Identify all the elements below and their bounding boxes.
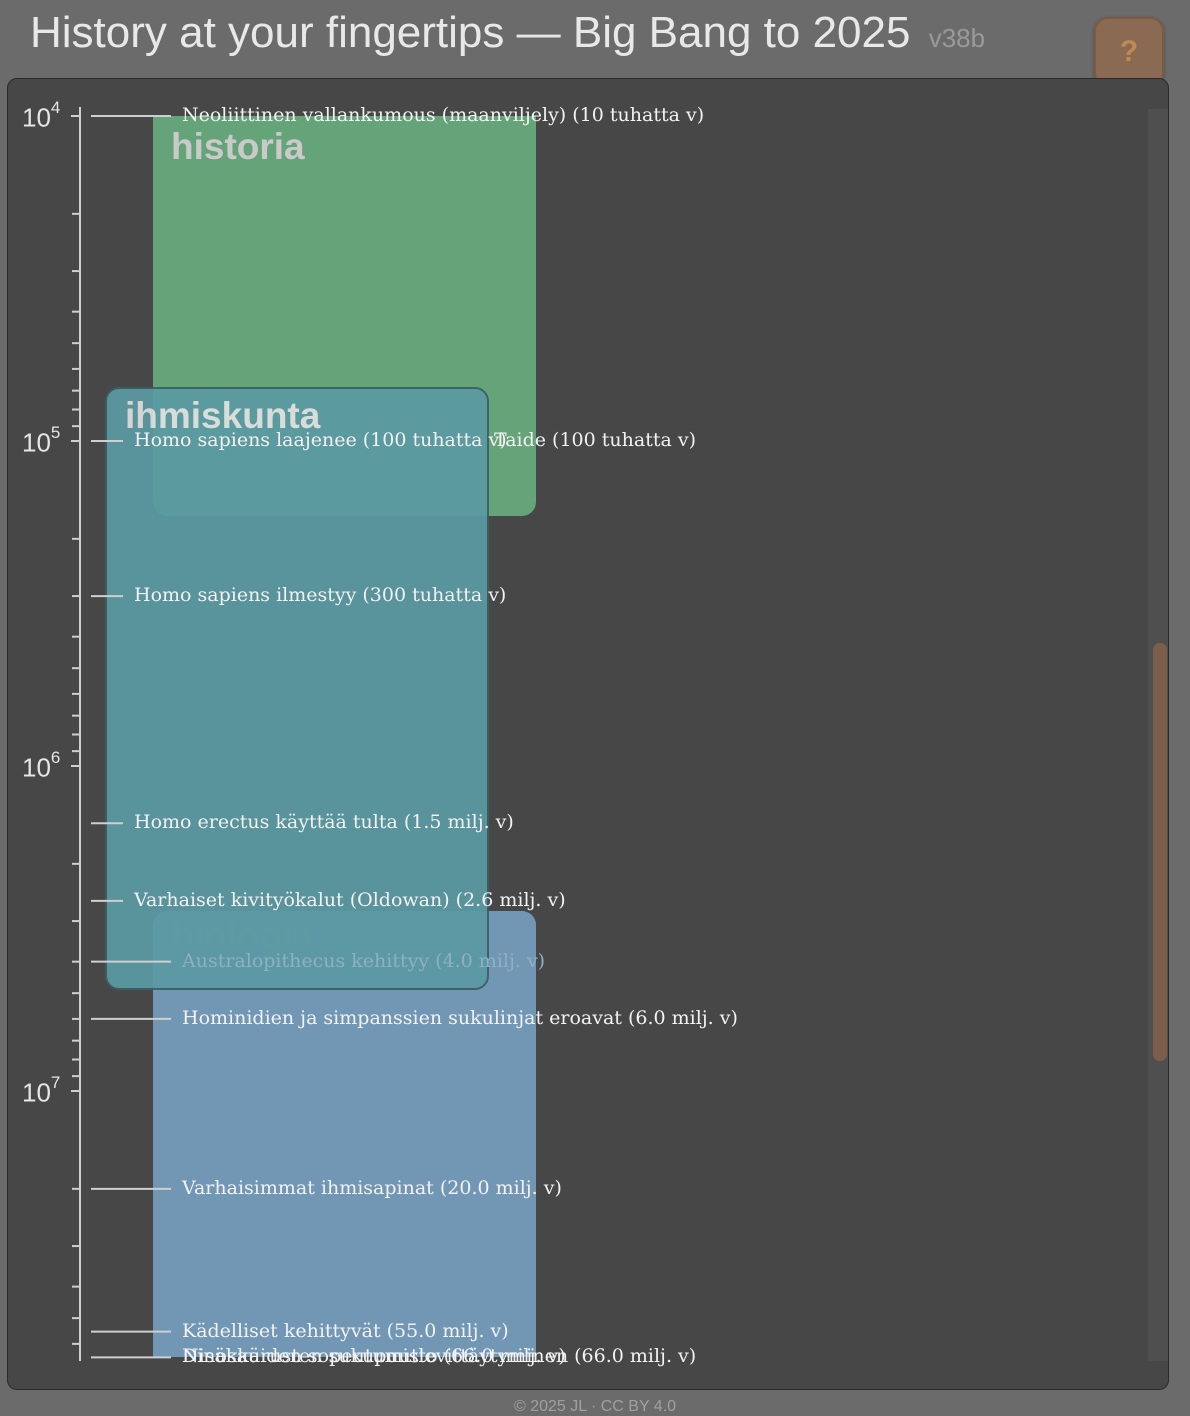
event-label[interactable]: Homo sapiens laajenee (100 tuhatta v) bbox=[134, 429, 507, 451]
tick-base: 10 bbox=[22, 1077, 51, 1108]
tick-exponent: 7 bbox=[50, 1073, 61, 1092]
axis-tick-label: 105 bbox=[22, 423, 60, 459]
tick-exponent: 6 bbox=[50, 748, 61, 767]
event-label[interactable]: Taide (100 tuhatta v) bbox=[494, 429, 696, 451]
event-label[interactable]: Hominidien ja simpanssien sukulinjat ero… bbox=[182, 1006, 738, 1029]
event-label[interactable]: Varhaisimmat ihmisapinat (20.0 milj. v) bbox=[182, 1176, 562, 1199]
tick-exponent: 5 bbox=[50, 423, 61, 442]
event-label[interactable]: Australopithecus kehittyy (4.0 milj. v) bbox=[182, 949, 546, 972]
title-text: History at your fingertips — Big Bang to… bbox=[30, 8, 911, 57]
timeline-panel[interactable]: biologiahistoriaihmiskunta 104105106107N… bbox=[7, 78, 1169, 1390]
tick-base: 10 bbox=[22, 102, 51, 133]
event-label[interactable]: Kädelliset kehittyvät (55.0 milj. v) bbox=[182, 1319, 509, 1342]
help-button[interactable]: ? bbox=[1094, 17, 1164, 87]
timeline-axis bbox=[71, 107, 171, 1361]
event-label[interactable]: Dinosaurusten sukupuutto (66.0 milj. v) bbox=[182, 1345, 566, 1368]
event-label[interactable]: Homo erectus käyttää tulta (1.5 milj. v) bbox=[134, 811, 514, 834]
event-label[interactable]: Varhaiset kivityökalut (Oldowan) (2.6 mi… bbox=[134, 888, 566, 911]
band-label-ihmiskunta: ihmiskunta bbox=[125, 395, 321, 436]
help-icon: ? bbox=[1119, 35, 1139, 68]
axis-tick-label: 104 bbox=[22, 98, 60, 134]
page-title: History at your fingertips — Big Bang to… bbox=[30, 8, 985, 58]
tick-exponent: 4 bbox=[50, 98, 61, 117]
band-ihmiskunta[interactable]: ihmiskunta bbox=[105, 387, 489, 991]
axis-tick-label: 106 bbox=[22, 748, 60, 784]
footer-credit: © 2025 JL · CC BY 4.0 bbox=[513, 1398, 677, 1415]
event-label[interactable]: Neoliittinen vallankumous (maanviljely) … bbox=[182, 104, 705, 126]
version-badge: v38b bbox=[928, 23, 986, 53]
tick-base: 10 bbox=[22, 752, 51, 783]
axis-tick-label: 107 bbox=[22, 1073, 60, 1109]
event-label[interactable]: Nisäkkäiden sopeutumislevittäytyminen (6… bbox=[182, 1345, 697, 1368]
tick-base: 10 bbox=[22, 427, 51, 458]
band-label-historia: historia bbox=[171, 126, 305, 167]
scrollbar-thumb[interactable] bbox=[1153, 643, 1167, 1061]
event-label[interactable]: Homo sapiens ilmestyy (300 tuhatta v) bbox=[134, 584, 507, 607]
